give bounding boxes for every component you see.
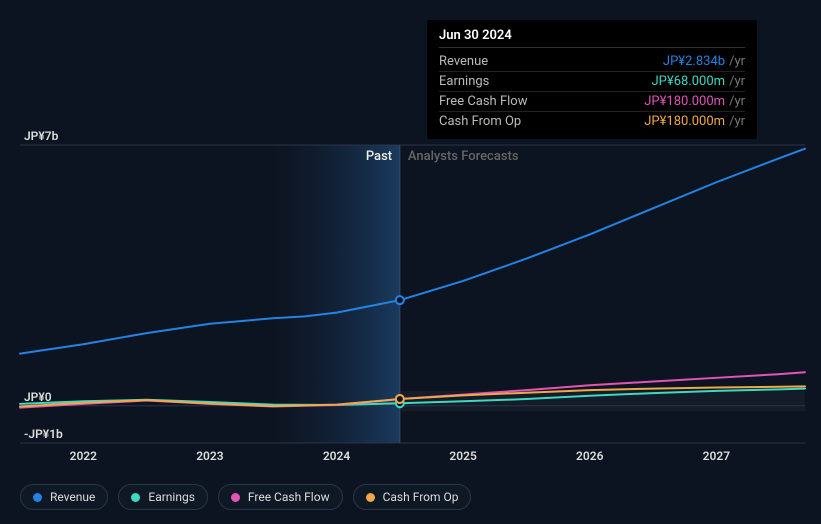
tooltip-row-label: Cash From Op bbox=[439, 114, 521, 129]
tooltip-row: Cash From Op JP¥180.000m/yr bbox=[439, 112, 745, 131]
legend-item[interactable]: Cash From Op bbox=[353, 484, 472, 510]
legend-dot-icon bbox=[231, 493, 240, 502]
tooltip-row-label: Free Cash Flow bbox=[439, 94, 527, 109]
chart-tooltip: Jun 30 2024 Revenue JP¥2.834b/yr Earnings J… bbox=[427, 20, 757, 139]
tooltip-row-value: JP¥2.834b bbox=[663, 54, 725, 69]
y-axis-label: -JP¥1b bbox=[24, 427, 63, 441]
tooltip-row-unit: /yr bbox=[729, 114, 745, 129]
tooltip-row-value: JP¥180.000m bbox=[644, 114, 725, 129]
legend-dot-icon bbox=[131, 493, 140, 502]
past-label: Past bbox=[366, 149, 392, 164]
tooltip-row-unit: /yr bbox=[729, 54, 745, 69]
forecast-label: Analysts Forecasts bbox=[408, 149, 519, 164]
tooltip-row-unit: /yr bbox=[729, 74, 745, 89]
legend-dot-icon bbox=[366, 493, 375, 502]
x-axis-label: 2027 bbox=[703, 449, 730, 463]
x-axis-label: 2023 bbox=[196, 449, 223, 463]
legend-label: Free Cash Flow bbox=[248, 490, 330, 504]
legend-item[interactable]: Earnings bbox=[118, 484, 208, 510]
tooltip-row-label: Earnings bbox=[439, 74, 489, 89]
legend-item[interactable]: Revenue bbox=[20, 484, 108, 510]
x-axis-label: 2025 bbox=[449, 449, 476, 463]
legend-label: Revenue bbox=[50, 490, 95, 504]
tooltip-row: Earnings JP¥68.000m/yr bbox=[439, 72, 745, 92]
financial-chart: Jun 30 2024 Revenue JP¥2.834b/yr Earnings J… bbox=[0, 0, 821, 524]
tooltip-row: Free Cash Flow JP¥180.000m/yr bbox=[439, 92, 745, 112]
tooltip-row-value: JP¥68.000m bbox=[652, 74, 726, 89]
tooltip-row: Revenue JP¥2.834b/yr bbox=[439, 52, 745, 72]
tooltip-row-value: JP¥180.000m bbox=[644, 94, 725, 109]
legend-label: Cash From Op bbox=[383, 490, 459, 504]
legend-label: Earnings bbox=[148, 490, 195, 504]
y-axis-label: JP¥7b bbox=[24, 129, 58, 143]
legend-item[interactable]: Free Cash Flow bbox=[218, 484, 343, 510]
x-axis-label: 2024 bbox=[323, 449, 350, 463]
chart-legend: Revenue Earnings Free Cash Flow Cash From O… bbox=[20, 484, 471, 510]
tooltip-row-unit: /yr bbox=[729, 94, 745, 109]
legend-dot-icon bbox=[33, 493, 42, 502]
y-axis-label: JP¥0 bbox=[24, 390, 52, 404]
x-axis-label: 2022 bbox=[70, 449, 97, 463]
tooltip-row-label: Revenue bbox=[439, 54, 488, 69]
tooltip-date: Jun 30 2024 bbox=[439, 28, 745, 48]
x-axis-label: 2026 bbox=[576, 449, 603, 463]
